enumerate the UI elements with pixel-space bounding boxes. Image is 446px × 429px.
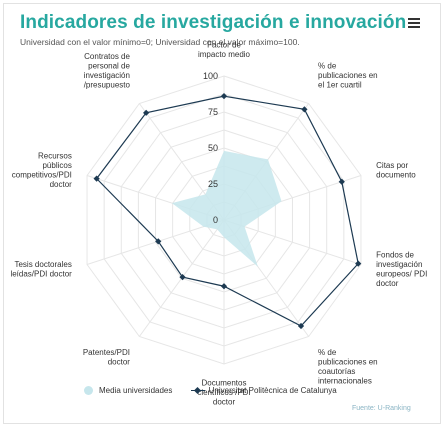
radial-tick-label: 100 [203, 71, 218, 81]
chart-legend: Media universidades Universitat Politècn… [84, 386, 353, 397]
source-note: Fuente: U-Ranking [352, 405, 411, 412]
legend-item-upc[interactable]: Universitat Politècnica de Catalunya [190, 386, 337, 395]
axis-category-label: Citas por documento [376, 161, 416, 180]
radial-tick-label: 75 [208, 107, 218, 117]
grid-spoke [223, 219, 362, 265]
upc-point-marker [220, 93, 228, 100]
upc-point-marker [93, 175, 100, 182]
axis-category-label: Fondos de investigación europeos/ PDI docto… [376, 251, 427, 289]
upc-point-marker [220, 283, 228, 290]
axis-category-label: % de publicaciones en coautorías internacio… [318, 348, 378, 386]
legend-label-upc: Universitat Politècnica de Catalunya [208, 386, 337, 395]
radial-tick-label: 50 [208, 143, 218, 153]
radial-tick-label: 25 [208, 179, 218, 189]
legend-item-media[interactable]: Media universidades [84, 386, 172, 395]
upc-point-marker [155, 238, 162, 245]
chart-subtitle: Universidad con el valor mínimo=0; Unive… [20, 37, 300, 47]
upc-point-marker [179, 273, 186, 281]
legend-area-swatch-icon [84, 386, 93, 395]
legend-line-diamond-icon [190, 386, 205, 395]
media-area [171, 150, 282, 267]
grid-spoke [86, 219, 225, 265]
upc-point-marker [355, 260, 362, 267]
axis-category-label: Documentos científicos /PDI doctor [197, 379, 250, 407]
axis-category-label: Tesis doctorales leídas/PDI doctor [10, 260, 72, 279]
upc-point-marker [297, 322, 305, 330]
axis-category-label: Patentes/PDI doctor [83, 348, 130, 367]
radial-tick-label: 0 [213, 215, 218, 225]
legend-label-media: Media universidades [99, 386, 173, 395]
axis-category-label: Factor de impacto medio [198, 41, 251, 60]
chart-title: Indicadores de investigación e innovació… [20, 12, 407, 33]
axis-category-label: Contratos de personal de investigación/pre… [84, 52, 131, 89]
axis-category-label: % de publicaciones en el 1er cuartil [318, 62, 378, 90]
hamburger-menu-icon[interactable] [408, 18, 420, 28]
chart-card: Indicadores de investigación e innovació… [3, 3, 441, 424]
axis-category-label: Recursos públicos competitivos/PDI doctor [12, 152, 72, 190]
upc-point-marker [143, 109, 150, 116]
